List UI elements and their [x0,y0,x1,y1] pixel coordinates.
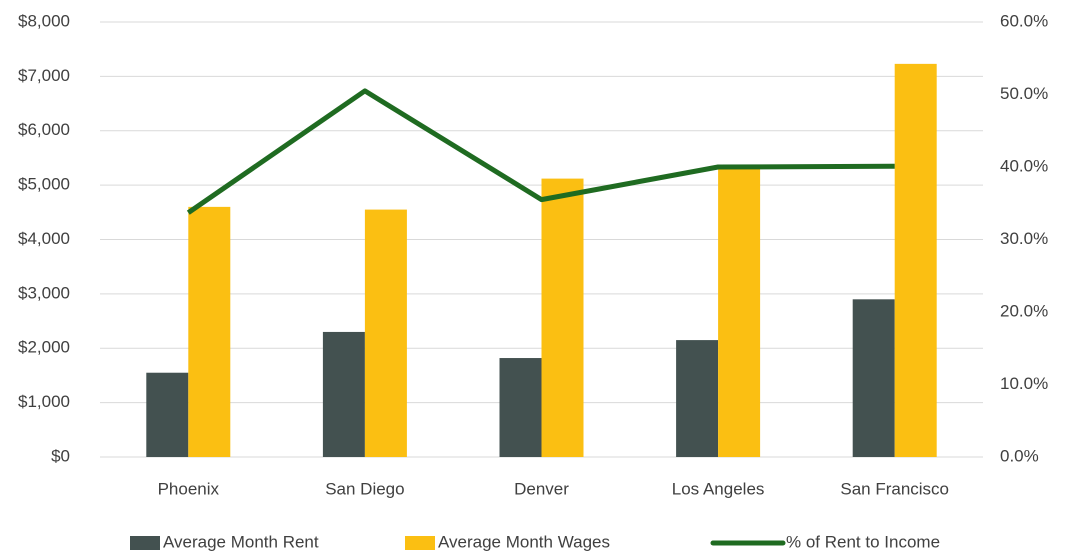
x-tick-label: Denver [514,479,569,498]
y-tick-label: $5,000 [18,175,70,194]
x-tick-label: Los Angeles [672,479,765,498]
y2-tick-label: 40.0% [1000,156,1048,175]
legend-label: % of Rent to Income [786,532,940,551]
y2-tick-label: 30.0% [1000,229,1048,248]
bar [499,358,542,457]
bar [676,340,719,457]
x-tick-label: Phoenix [158,479,220,498]
legend-label: Average Month Wages [438,532,610,551]
legend-label: Average Month Rent [163,532,319,551]
line-series [186,88,895,215]
bar [364,209,407,457]
legend-swatch [130,536,160,550]
y-tick-label: $2,000 [18,338,70,357]
y2-tick-label: 20.0% [1000,301,1048,320]
y-tick-label: $0 [51,446,70,465]
y-tick-label: $6,000 [18,120,70,139]
bar [852,299,895,457]
y2-tick-label: 10.0% [1000,374,1048,393]
x-tick-label: San Diego [325,479,404,498]
y-tick-label: $3,000 [18,283,70,302]
bar [146,372,189,457]
y2-tick-label: 0.0% [1000,446,1039,465]
y-tick-label: $8,000 [18,11,70,30]
y2-tick-label: 50.0% [1000,84,1048,103]
y-tick-label: $7,000 [18,66,70,85]
bar [541,178,584,457]
y2-tick-label: 60.0% [1000,11,1048,30]
bar [322,331,365,457]
bar [894,63,937,458]
y-tick-label: $1,000 [18,392,70,411]
bar [718,165,761,457]
bar [188,206,231,457]
x-tick-label: San Francisco [840,479,949,498]
y-tick-label: $4,000 [18,229,70,248]
legend-swatch [405,536,435,550]
